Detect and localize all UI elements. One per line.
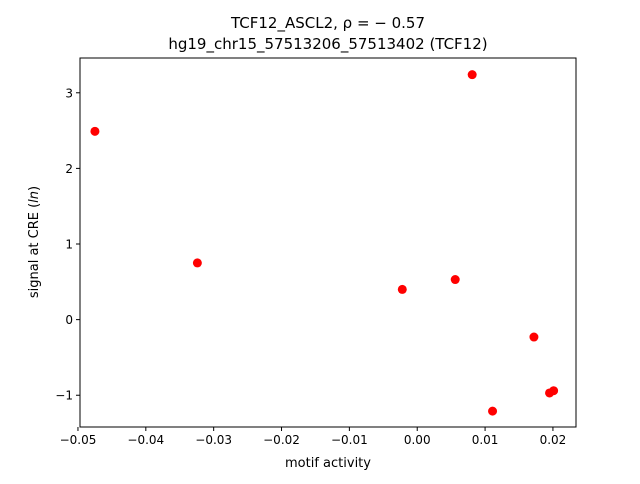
chart-title-line2: hg19_chr15_57513206_57513402 (TCF12) — [168, 35, 487, 54]
chart-title-line1: TCF12_ASCL2, ρ = − 0.57 — [230, 14, 425, 33]
plot-frame — [79, 57, 577, 428]
data-point — [450, 275, 460, 285]
y-tick-label: 3 — [65, 86, 73, 100]
y-tick-label: −1 — [55, 389, 73, 403]
data-points — [90, 70, 559, 416]
data-point — [467, 70, 477, 80]
data-point — [397, 284, 407, 294]
x-tick-label: 0.00 — [404, 433, 431, 447]
x-tick-label: −0.04 — [127, 433, 164, 447]
x-tick-label: 0.02 — [540, 433, 567, 447]
axis-ticks: −0.05 −0.04 −0.03 −0.02 −0.01 0.00 0.01 0.02 −1 0… — [55, 86, 566, 447]
x-axis-label: motif activity — [285, 456, 371, 471]
data-point — [549, 386, 559, 396]
x-tick-label: −0.01 — [331, 433, 368, 447]
x-tick-label: −0.05 — [60, 433, 97, 447]
x-tick-label: 0.01 — [472, 433, 499, 447]
data-point — [192, 258, 202, 268]
data-point — [90, 126, 100, 136]
x-tick-label: −0.02 — [263, 433, 300, 447]
y-tick-label: 0 — [65, 313, 73, 327]
x-tick-label: −0.03 — [195, 433, 232, 447]
y-axis-label: signal at CRE (ln) — [27, 186, 42, 298]
data-point — [488, 406, 498, 416]
data-point — [529, 332, 539, 342]
y-tick-label: 1 — [65, 238, 73, 252]
y-tick-label: 2 — [65, 162, 73, 176]
